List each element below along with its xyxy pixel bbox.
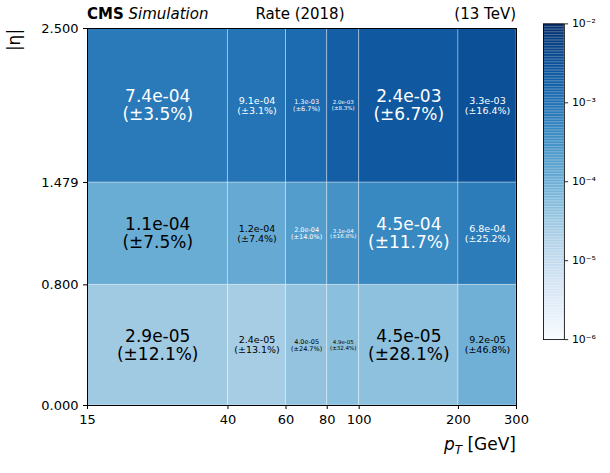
svg-text:4.5e-05(±28.1%): 4.5e-05(±28.1%): [368, 326, 450, 364]
svg-text:300: 300: [504, 412, 529, 427]
html-text:pT[GeV]: pT[GeV]: [443, 434, 516, 458]
svg-text:4.0e-05(±24.7%): 4.0e-05(±24.7%): [291, 338, 322, 353]
svg-text:10⁻⁵: 10⁻⁵: [572, 254, 596, 267]
html-text:CMS Simulation: CMS Simulation: [87, 5, 209, 23]
svg-text:4.9e-05(±32.4%): 4.9e-05(±32.4%): [330, 339, 356, 351]
svg-text:3.1e-04(±16.8%): 3.1e-04(±16.8%): [330, 228, 356, 240]
svg-text:6.8e-04(±25.2%): 6.8e-04(±25.2%): [465, 223, 511, 244]
svg-text:10⁻⁴: 10⁻⁴: [572, 175, 597, 188]
svg-text:2.500: 2.500: [41, 21, 78, 36]
svg-text:2.0e-03(±8.3%): 2.0e-03(±8.3%): [332, 99, 355, 111]
svg-text:10⁻⁶: 10⁻⁶: [572, 333, 597, 346]
svg-text:40: 40: [220, 412, 237, 427]
svg-text:10⁻³: 10⁻³: [572, 96, 596, 109]
svg-text:80: 80: [319, 412, 336, 427]
svg-text:1.479: 1.479: [41, 175, 78, 190]
svg-text:1.1e-04(±7.5%): 1.1e-04(±7.5%): [122, 214, 193, 252]
svg-text:60: 60: [278, 412, 295, 427]
svg-text:1.2e-04(±7.4%): 1.2e-04(±7.4%): [237, 223, 277, 244]
svg-text:2.0e-04(±14.0%): 2.0e-04(±14.0%): [291, 226, 322, 241]
svg-text:2.9e-05(±12.1%): 2.9e-05(±12.1%): [117, 326, 199, 364]
svg-text:3.3e-03(±16.4%): 3.3e-03(±16.4%): [465, 95, 511, 116]
svg-text:10⁻²: 10⁻²: [572, 17, 596, 30]
svg-text:2.4e-05(±13.1%): 2.4e-05(±13.1%): [234, 334, 280, 355]
svg-text:4.5e-04(±11.7%): 4.5e-04(±11.7%): [368, 214, 450, 252]
html-text:|η|: |η|: [4, 28, 24, 52]
svg-text:7.4e-04(±3.5%): 7.4e-04(±3.5%): [122, 86, 193, 124]
html-text:(13 TeV): (13 TeV): [454, 5, 516, 23]
svg-text:0.000: 0.000: [41, 398, 78, 413]
svg-text:9.2e-05(±46.8%): 9.2e-05(±46.8%): [465, 334, 511, 355]
svg-text:2.4e-03(±6.7%): 2.4e-03(±6.7%): [373, 86, 444, 124]
html-text:Rate (2018): Rate (2018): [255, 5, 345, 23]
svg-text:1.3e-03(±6.7%): 1.3e-03(±6.7%): [293, 98, 320, 113]
svg-text:200: 200: [446, 412, 471, 427]
svg-text:15: 15: [79, 412, 96, 427]
svg-text:0.800: 0.800: [41, 277, 78, 292]
svg-text:9.1e-04(±3.1%): 9.1e-04(±3.1%): [237, 95, 277, 116]
svg-text:100: 100: [347, 412, 372, 427]
